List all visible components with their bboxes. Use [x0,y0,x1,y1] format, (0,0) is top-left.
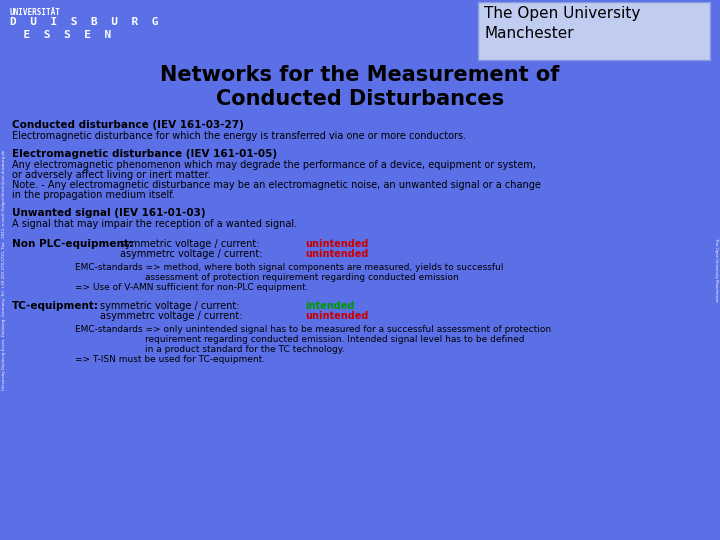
Text: => T-ISN must be used for TC-equipment.: => T-ISN must be used for TC-equipment. [75,355,265,364]
Text: => Use of V-AMN sufficient for non-PLC equipment.: => Use of V-AMN sufficient for non-PLC e… [75,283,309,292]
Text: Electromagnetic disturbance (IEV 161-01-05): Electromagnetic disturbance (IEV 161-01-… [12,149,277,159]
Text: E  S  S  E  N: E S S E N [10,30,112,40]
Text: symmetric voltage / current:: symmetric voltage / current: [100,301,240,311]
Text: EMC-standards => method, where both signal components are measured, yields to su: EMC-standards => method, where both sign… [75,263,503,272]
Text: A signal that may impair the reception of a wanted signal.: A signal that may impair the reception o… [12,219,297,229]
Text: UNIVERSITÄT: UNIVERSITÄT [10,8,61,17]
Text: assessment of protection requirement regarding conducted emission: assessment of protection requirement reg… [145,273,459,282]
Text: Electromagnetic disturbance for which the energy is transferred via one or more : Electromagnetic disturbance for which th… [12,131,466,141]
Text: Note. - Any electromagnetic disturbance may be an electromagnetic noise, an unwa: Note. - Any electromagnetic disturbance … [12,180,541,190]
Text: Non PLC-equipment:: Non PLC-equipment: [12,239,133,249]
FancyBboxPatch shape [478,2,710,60]
Text: or adversely affect living or inert matter.: or adversely affect living or inert matt… [12,170,211,180]
Text: unintended: unintended [305,249,369,259]
Text: in the propagation medium itself.: in the propagation medium itself. [12,190,175,200]
Text: Networks for the Measurement of
Conducted Disturbances: Networks for the Measurement of Conducte… [161,65,559,109]
Text: asymmetrc voltage / current:: asymmetrc voltage / current: [120,249,263,259]
Text: symmetric voltage / current:: symmetric voltage / current: [120,239,259,249]
Text: Any electromagnetic phenomenon which may degrade the performance of a device, eq: Any electromagnetic phenomenon which may… [12,160,536,170]
Text: EMC-standards => only unintended signal has to be measured for a successful asse: EMC-standards => only unintended signal … [75,325,551,334]
Text: Conducted disturbance (IEV 161-03-27): Conducted disturbance (IEV 161-03-27) [12,120,244,130]
Text: unintended: unintended [305,311,369,321]
Text: D  U  I  S  B  U  R  G: D U I S B U R G [10,17,158,27]
Text: The Open University
Manchester: The Open University Manchester [484,6,640,41]
Text: requirement regarding conducted emission. Intended signal level has to be define: requirement regarding conducted emission… [145,335,524,344]
Text: TC-equipment:: TC-equipment: [12,301,99,311]
Text: asymmetrc voltage / current:: asymmetrc voltage / current: [100,311,243,321]
Text: University Duisburg-Essen, Duisburg, Germany, Tel. +49 203 379-3721, Fax: -3822,: University Duisburg-Essen, Duisburg, Ger… [2,150,6,390]
Text: The Open University Manchester: The Open University Manchester [714,238,718,302]
Text: Unwanted signal (IEV 161-01-03): Unwanted signal (IEV 161-01-03) [12,208,206,218]
Text: intended: intended [305,301,354,311]
Text: unintended: unintended [305,239,369,249]
Text: in a product standard for the TC technology.: in a product standard for the TC technol… [145,345,345,354]
